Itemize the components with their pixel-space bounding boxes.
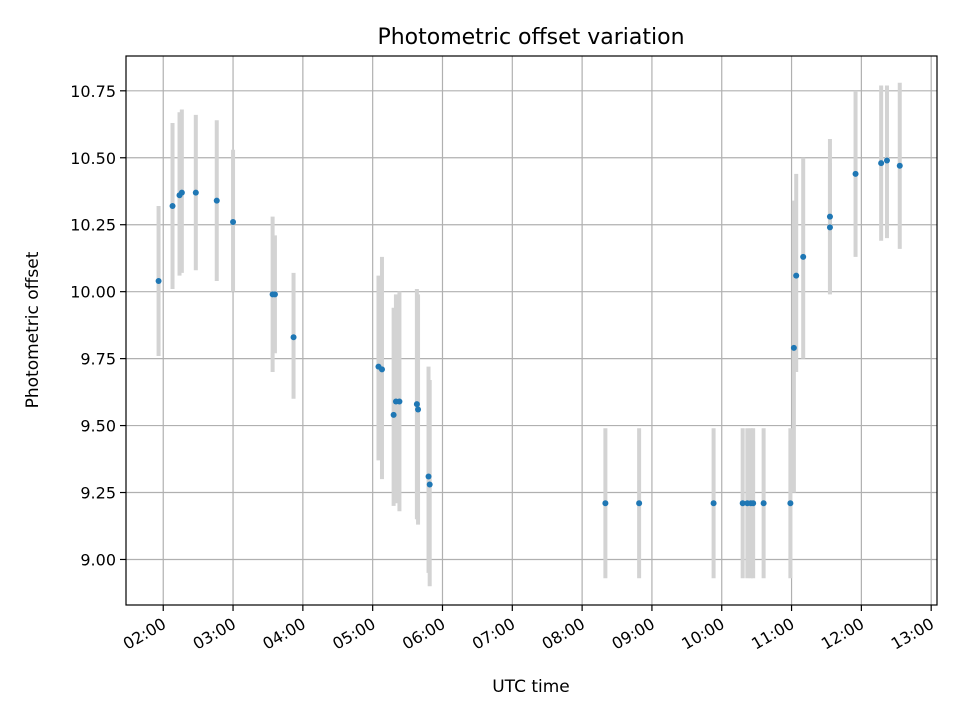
data-point xyxy=(602,500,609,507)
data-point xyxy=(271,291,278,298)
data-point xyxy=(155,277,162,284)
y-axis-label: Photometric offset xyxy=(23,251,43,408)
data-point xyxy=(290,334,297,341)
data-point xyxy=(390,411,397,418)
data-point xyxy=(750,500,757,507)
data-point xyxy=(787,500,794,507)
y-tick-label: 9.75 xyxy=(80,350,116,369)
data-point xyxy=(413,401,420,408)
data-point xyxy=(800,253,807,260)
data-point xyxy=(230,219,237,226)
data-point xyxy=(426,481,433,488)
data-point xyxy=(790,344,797,351)
x-axis-label: UTC time xyxy=(492,677,570,697)
data-point xyxy=(852,170,859,177)
data-point xyxy=(192,189,199,196)
data-point xyxy=(826,213,833,220)
chart-title: Photometric offset variation xyxy=(377,25,684,50)
data-point xyxy=(636,500,643,507)
data-points xyxy=(155,157,903,507)
y-tick-label: 9.25 xyxy=(80,484,116,503)
data-point xyxy=(760,500,767,507)
data-point xyxy=(826,224,833,231)
data-point xyxy=(710,500,717,507)
data-point xyxy=(793,272,800,279)
data-point xyxy=(213,197,220,204)
y-tick-label: 10.75 xyxy=(70,82,116,101)
data-point xyxy=(378,366,385,373)
data-point xyxy=(169,202,176,209)
y-tick-label: 10.50 xyxy=(70,149,116,168)
data-point xyxy=(415,406,422,413)
data-point xyxy=(396,398,403,405)
plot-frame xyxy=(125,55,938,606)
data-point xyxy=(896,162,903,169)
data-point xyxy=(425,473,432,480)
y-tick-label: 9.50 xyxy=(80,417,116,436)
data-point xyxy=(739,500,746,507)
data-point xyxy=(178,189,185,196)
data-point xyxy=(878,160,885,167)
grid xyxy=(126,56,937,605)
data-point xyxy=(883,157,890,164)
y-tick-label: 10.00 xyxy=(70,283,116,302)
y-tick-label: 9.00 xyxy=(80,550,116,569)
y-tick-label: 10.25 xyxy=(70,216,116,235)
